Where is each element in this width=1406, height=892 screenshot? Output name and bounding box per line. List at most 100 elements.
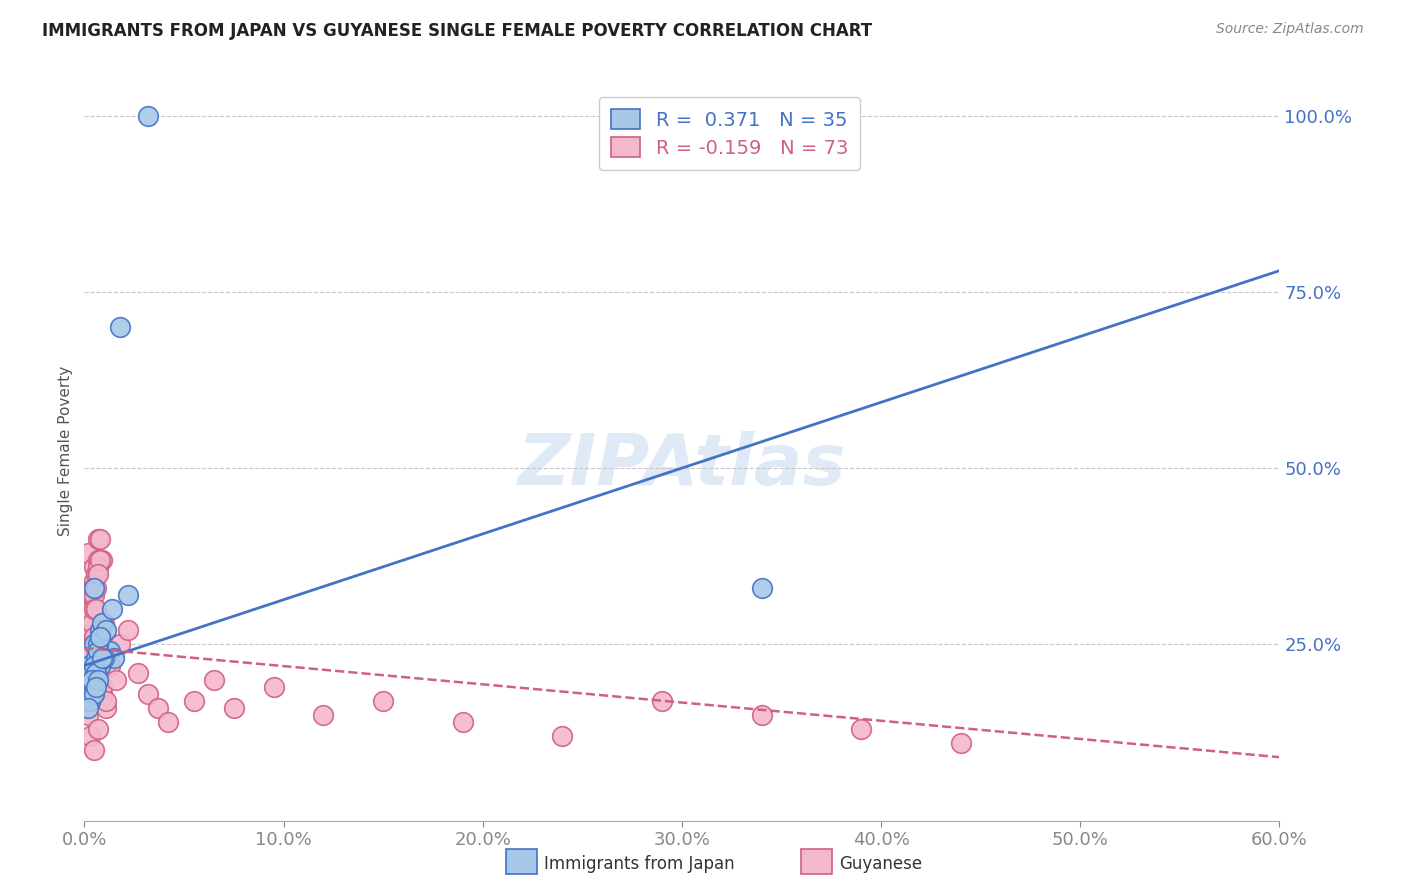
Point (77, 707, 100, 722)
Point (949, 736, 972, 750)
Point (83, 559, 105, 574)
Point (91, 553, 114, 567)
Point (77, 546, 100, 560)
Point (89, 532, 111, 546)
Point (87, 532, 110, 546)
Text: Source: ZipAtlas.com: Source: ZipAtlas.com (1216, 22, 1364, 37)
Point (79, 637, 101, 651)
Point (86, 658, 108, 673)
Point (105, 673, 128, 687)
Point (79, 673, 101, 687)
Point (77, 687, 100, 701)
Legend: R =  0.371   N = 35, R = -0.159   N = 73: R = 0.371 N = 35, R = -0.159 N = 73 (599, 97, 860, 169)
Point (79, 680, 101, 694)
Point (87, 722, 110, 736)
Point (136, 109, 159, 123)
Point (86, 680, 108, 694)
Point (89, 553, 111, 567)
Point (83, 574, 105, 588)
Point (89, 630, 111, 644)
Point (87, 566, 110, 581)
Point (110, 320, 132, 334)
Point (96, 694, 118, 708)
Point (79, 694, 101, 708)
Point (651, 694, 673, 708)
Point (79, 658, 101, 673)
Point (103, 651, 125, 665)
Point (87, 673, 110, 687)
Point (263, 680, 285, 694)
Point (79, 658, 101, 673)
Point (202, 673, 225, 687)
Point (82, 581, 104, 595)
Point (117, 588, 139, 602)
Point (83, 630, 105, 644)
Point (312, 707, 335, 722)
Point (93, 644, 115, 658)
Point (83, 581, 105, 595)
Point (93, 651, 115, 665)
Point (117, 624, 139, 638)
Point (82, 687, 104, 701)
Point (87, 658, 110, 673)
Text: Guyanese: Guyanese (839, 855, 922, 873)
Text: Immigrants from Japan: Immigrants from Japan (544, 855, 735, 873)
Point (82, 637, 104, 651)
Point (86, 566, 108, 581)
Point (83, 687, 105, 701)
Point (83, 588, 105, 602)
Point (91, 616, 114, 631)
Point (136, 687, 159, 701)
Point (96, 624, 118, 638)
Point (79, 658, 101, 673)
Point (89, 651, 111, 665)
Point (97, 644, 120, 658)
Point (91, 651, 114, 665)
Point (79, 680, 101, 694)
Point (96, 701, 118, 715)
Point (82, 602, 104, 616)
Point (86, 566, 108, 581)
Point (77, 644, 100, 658)
Point (79, 694, 101, 708)
Point (222, 701, 245, 715)
Point (89, 658, 111, 673)
Point (83, 687, 105, 701)
Point (82, 673, 104, 687)
Point (110, 637, 132, 651)
Point (98, 644, 121, 658)
Point (82, 602, 104, 616)
Point (146, 701, 169, 715)
Point (91, 687, 114, 701)
Point (86, 651, 108, 665)
Point (87, 644, 110, 658)
Point (93, 616, 115, 631)
Text: IMMIGRANTS FROM JAPAN VS GUYANESE SINGLE FEMALE POVERTY CORRELATION CHART: IMMIGRANTS FROM JAPAN VS GUYANESE SINGLE… (42, 22, 872, 40)
Y-axis label: Single Female Poverty: Single Female Poverty (58, 366, 73, 535)
Point (83, 743, 105, 757)
Point (83, 602, 105, 616)
Point (89, 624, 111, 638)
Point (83, 658, 105, 673)
Point (183, 694, 205, 708)
Point (86, 602, 108, 616)
Point (82, 624, 104, 638)
Point (89, 665, 111, 680)
Point (98, 658, 121, 673)
Point (82, 673, 104, 687)
Point (87, 637, 110, 651)
Point (373, 694, 395, 708)
Point (86, 581, 108, 595)
Point (91, 630, 114, 644)
Point (91, 680, 114, 694)
Point (86, 665, 108, 680)
Point (83, 637, 105, 651)
Point (87, 553, 110, 567)
Point (79, 729, 101, 743)
Point (82, 588, 104, 602)
Point (751, 707, 773, 722)
Point (79, 609, 101, 624)
Point (77, 644, 100, 658)
Point (79, 665, 101, 680)
Point (77, 658, 100, 673)
